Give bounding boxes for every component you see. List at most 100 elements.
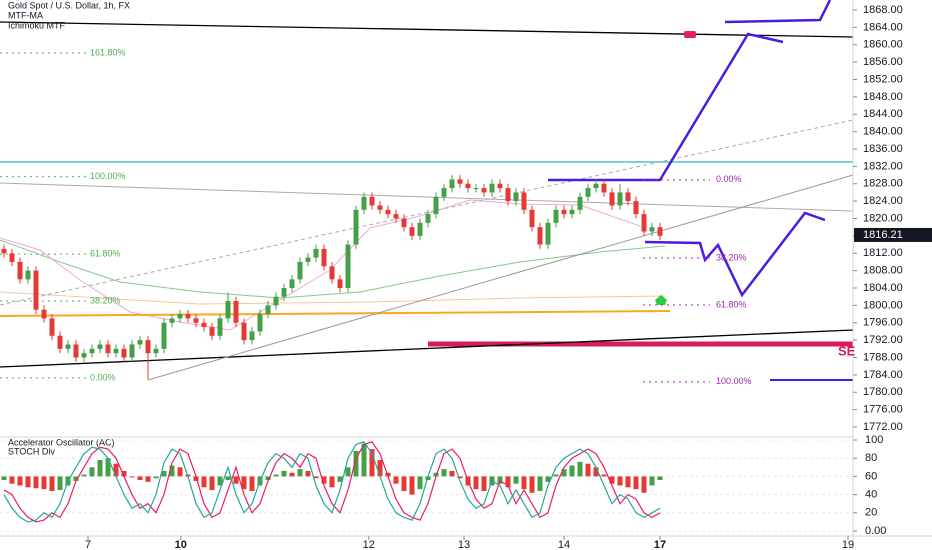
ma-line bbox=[0, 239, 666, 299]
y-tick-label: 1856.00 bbox=[863, 56, 903, 68]
ac-bar bbox=[649, 476, 655, 486]
y-tick-label: 1776.00 bbox=[863, 404, 903, 416]
indicator-label: Accelerator Oscillator (AC) bbox=[8, 437, 115, 447]
y-tick-label: 1840.00 bbox=[863, 126, 903, 138]
ac-bar bbox=[265, 476, 271, 481]
ac-bar bbox=[225, 476, 231, 481]
candle-body bbox=[9, 253, 15, 262]
trend-line bbox=[0, 182, 854, 212]
candle-body bbox=[369, 196, 375, 206]
ac-bar bbox=[249, 476, 255, 491]
ac-bar bbox=[393, 476, 399, 484]
candle-body bbox=[73, 344, 79, 358]
candle-body bbox=[137, 340, 143, 345]
y-tick-label: 1788.00 bbox=[863, 351, 903, 363]
candle-body bbox=[113, 348, 119, 354]
indicator-label: STOCH Div bbox=[8, 446, 55, 456]
candle-body bbox=[641, 214, 647, 232]
ac-bar bbox=[289, 472, 295, 477]
ac-bar bbox=[577, 461, 583, 477]
ac-bar bbox=[145, 476, 151, 482]
ac-bar bbox=[233, 476, 239, 484]
candle-body bbox=[177, 314, 183, 319]
y-tick-label: 1860.00 bbox=[863, 39, 903, 51]
y-tick-label: 1772.00 bbox=[863, 421, 903, 433]
x-tick-label: 10 bbox=[175, 539, 187, 550]
candle-body bbox=[17, 261, 23, 280]
ac-bar bbox=[369, 449, 375, 477]
candle-body bbox=[49, 318, 55, 336]
y-tick-label: 1792.00 bbox=[863, 334, 903, 346]
y-tick-label: 1852.00 bbox=[863, 73, 903, 85]
ac-bar bbox=[153, 476, 159, 479]
ac-bar bbox=[33, 476, 39, 489]
candle-body bbox=[241, 322, 247, 341]
candle-body bbox=[609, 192, 615, 206]
ac-bar bbox=[569, 465, 575, 477]
candle-body bbox=[537, 227, 543, 245]
fib-label: 38.20% bbox=[90, 295, 121, 305]
ac-bar bbox=[409, 476, 415, 495]
ac-bar bbox=[609, 476, 615, 484]
ac-bar bbox=[433, 472, 439, 477]
candle-body bbox=[385, 209, 391, 215]
fib-label: 0.00% bbox=[716, 174, 742, 184]
candle-body bbox=[329, 266, 335, 280]
candle-body bbox=[593, 183, 599, 189]
ac-bar bbox=[305, 470, 311, 477]
fib-label: 61.80% bbox=[90, 248, 121, 258]
candle-body bbox=[457, 179, 463, 184]
candle-body bbox=[281, 288, 287, 297]
ac-bar bbox=[457, 476, 463, 479]
ac-bar bbox=[417, 476, 423, 490]
candle-body bbox=[417, 222, 423, 236]
candle-body bbox=[25, 270, 31, 280]
candle-body bbox=[601, 183, 607, 193]
y-tick-label: 1804.00 bbox=[863, 282, 903, 294]
fib-label: 100.00% bbox=[90, 171, 126, 181]
fib-label: 161.80% bbox=[90, 47, 126, 57]
zone-label: SE bbox=[838, 343, 856, 358]
ac-bar bbox=[377, 460, 383, 477]
ac-bar bbox=[41, 476, 47, 490]
candle-body bbox=[273, 296, 279, 306]
ac-bar bbox=[617, 476, 623, 486]
ac-bar bbox=[113, 463, 119, 477]
candle-body bbox=[505, 188, 511, 202]
candle-body bbox=[649, 227, 655, 232]
ac-bar bbox=[121, 470, 127, 477]
ac-bar bbox=[529, 476, 535, 493]
x-tick-label: 14 bbox=[558, 539, 570, 550]
y-tick-label: 1820.00 bbox=[863, 212, 903, 224]
y-tick-label: 1824.00 bbox=[863, 195, 903, 207]
candle-body bbox=[569, 209, 575, 215]
candle-body bbox=[65, 344, 71, 349]
candle-body bbox=[265, 305, 271, 315]
ac-bar bbox=[321, 476, 327, 484]
fib-label: 100.00% bbox=[716, 376, 752, 386]
trend-line bbox=[0, 329, 854, 368]
candle-body bbox=[161, 322, 167, 349]
candle-body bbox=[409, 227, 415, 236]
ac-bar bbox=[281, 470, 287, 477]
candle-body bbox=[401, 218, 407, 228]
candle-body bbox=[225, 301, 231, 319]
ac-bar bbox=[49, 476, 55, 491]
candle-body bbox=[201, 322, 207, 328]
candle-body bbox=[513, 192, 519, 202]
candle-body bbox=[481, 188, 487, 193]
price-tag-label: 1816.21 bbox=[863, 229, 903, 241]
stoch-line bbox=[3, 441, 661, 523]
candle-body bbox=[497, 183, 503, 189]
x-tick-label: 17 bbox=[654, 539, 666, 550]
candle-body bbox=[441, 188, 447, 197]
y-tick-label: 1836.00 bbox=[863, 143, 903, 155]
ac-bar bbox=[57, 476, 63, 491]
ac-bar bbox=[1, 476, 7, 481]
candle-body bbox=[393, 214, 399, 219]
candle-body bbox=[89, 348, 95, 354]
candle-body bbox=[289, 279, 295, 288]
candle-body bbox=[521, 192, 527, 210]
candle-body bbox=[337, 279, 343, 288]
